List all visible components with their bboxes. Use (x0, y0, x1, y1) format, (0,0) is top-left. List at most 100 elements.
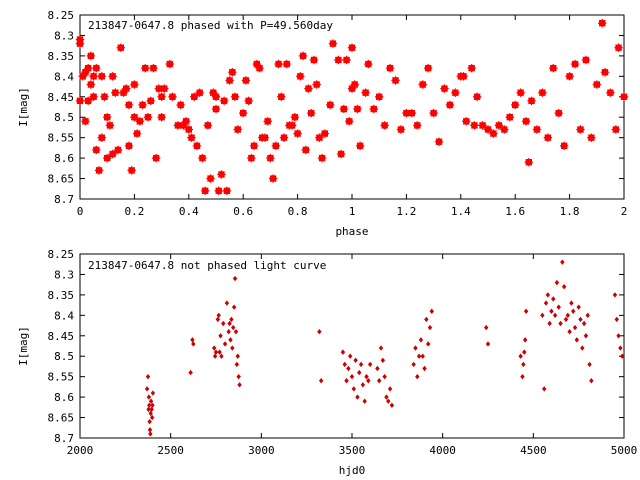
x-tick-label: 1.4 (451, 205, 471, 218)
data-point (146, 406, 151, 413)
data-point (147, 427, 153, 433)
data-point (347, 353, 353, 359)
y-tick-label: 8.5 (54, 111, 74, 124)
data-point (151, 153, 161, 163)
data-point (518, 353, 523, 359)
data-point (216, 312, 221, 319)
x-tick-label: 0.4 (179, 205, 199, 218)
data-point (364, 59, 373, 69)
data-point (279, 133, 289, 142)
x-tick-label: 0.2 (124, 205, 144, 218)
data-point (611, 125, 621, 134)
data-point (351, 386, 357, 392)
data-point (268, 174, 278, 183)
data-point (149, 414, 155, 421)
y-axis-label: I[mag] (17, 326, 30, 366)
data-point (219, 353, 224, 359)
data-point (105, 121, 115, 130)
data-point (144, 386, 150, 392)
y-tick-label: 8.6 (54, 391, 74, 404)
data-point (415, 373, 420, 380)
data-point (540, 312, 545, 319)
data-point (336, 149, 346, 159)
data-point (483, 324, 489, 331)
unphased-light-curve-chart: 2000 2500 3000 3500 4000 4500 5000 8.25 8.3 8.35 8… (17, 248, 637, 477)
data-point (298, 51, 308, 61)
data-point (146, 96, 155, 106)
data-point (589, 378, 594, 384)
x-tick-label: 3500 (339, 444, 366, 457)
data-point (260, 133, 270, 142)
data-point (554, 108, 563, 118)
data-point (462, 117, 471, 126)
data-point (138, 100, 147, 110)
data-point (304, 84, 313, 93)
data-point (222, 186, 232, 196)
data-point (396, 125, 406, 134)
data-point (547, 320, 552, 327)
y-tick-label: 8.35 (48, 50, 75, 63)
data-point (213, 349, 219, 355)
data-point (407, 108, 417, 118)
data-point (211, 345, 217, 351)
data-point (239, 108, 248, 118)
data-point (552, 312, 558, 319)
x-axis-label: hjd0 (339, 464, 366, 477)
data-point (249, 141, 259, 151)
chart-title: 213847-0647.8 phased with P=49.560day (88, 19, 333, 32)
y-tick-label: 8.45 (48, 91, 75, 104)
data-point (192, 141, 202, 151)
data-point (317, 328, 322, 335)
data-point (274, 59, 283, 69)
data-point (198, 153, 207, 163)
data-point (445, 100, 455, 110)
data-point (511, 100, 520, 110)
phased-light-curve-chart: 0 0.2 0.4 0.6 0.8 1 1.2 1.4 1.6 1.8 2 8.25 8.3 8.35 8.… (17, 9, 629, 238)
data-point (522, 337, 528, 343)
data-point (429, 108, 438, 118)
data-point (94, 166, 104, 175)
data-point (347, 43, 357, 52)
data-point (500, 125, 509, 134)
data-point (334, 55, 343, 65)
data-point (516, 88, 525, 97)
data-point (520, 373, 525, 380)
data-point (100, 92, 109, 101)
y-tick-label: 8.55 (48, 132, 75, 145)
data-point (349, 373, 355, 380)
data-point (147, 418, 152, 425)
data-point (425, 341, 431, 347)
data-point (472, 92, 482, 101)
x-tick-label: 4500 (520, 444, 547, 457)
data-point (574, 337, 580, 343)
data-point (606, 88, 615, 97)
data-point (287, 121, 297, 130)
x-tick-label: 3000 (248, 444, 275, 457)
data-point (132, 129, 142, 138)
data-point (255, 63, 264, 73)
data-point (600, 68, 610, 77)
data-point (237, 382, 242, 388)
data-point (571, 308, 576, 314)
data-point (75, 96, 85, 106)
x-tick-label: 1.8 (560, 205, 580, 218)
data-point (470, 121, 479, 130)
data-point (200, 186, 210, 196)
data-point (560, 259, 565, 265)
data-point (375, 365, 380, 372)
data-point (188, 369, 193, 376)
data-point (146, 394, 152, 400)
data-point (160, 84, 169, 93)
data-point (346, 365, 351, 372)
data-point (301, 145, 310, 155)
data-point (358, 361, 364, 368)
data-point (211, 104, 221, 114)
y-tick-label: 8.4 (54, 309, 74, 322)
data-point (489, 129, 498, 138)
data-point (598, 18, 607, 28)
data-point (157, 113, 166, 122)
data-point (203, 121, 213, 130)
data-point (364, 373, 369, 380)
data-point (521, 117, 531, 126)
data-point (380, 121, 389, 130)
